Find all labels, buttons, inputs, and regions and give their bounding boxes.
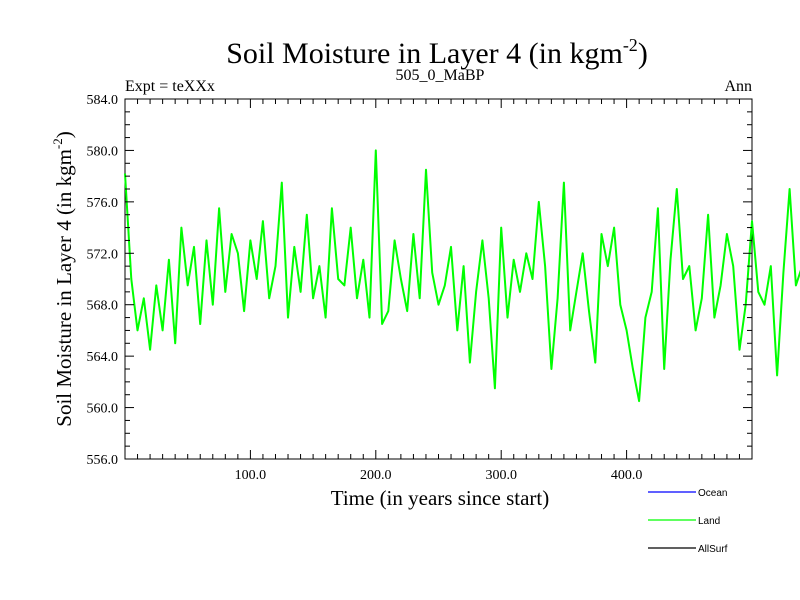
season-label: Ann bbox=[724, 78, 752, 95]
y-tick-label: 572.0 bbox=[87, 247, 119, 262]
legend-label-land: Land bbox=[698, 516, 720, 527]
legend: Ocean Land AllSurf bbox=[648, 488, 728, 555]
experiment-label: Expt = teXXx bbox=[125, 78, 215, 95]
plot-area bbox=[124, 98, 753, 460]
y-tick-label: 560.0 bbox=[87, 402, 119, 417]
x-axis: 100.0 200.0 300.0 400.0 bbox=[137, 99, 740, 483]
chart-title: Soil Moisture in Layer 4 (in kgm-2) bbox=[226, 35, 648, 70]
y-tick-label: 580.0 bbox=[87, 144, 119, 159]
y-tick-label: 576.0 bbox=[87, 196, 119, 211]
x-tick-label: 100.0 bbox=[235, 468, 267, 483]
legend-label-ocean: Ocean bbox=[698, 488, 727, 499]
x-tick-label: 400.0 bbox=[611, 468, 643, 483]
y-axis: 556.0 560.0 564.0 568.0 572.0 576.0 580.0 584.0 bbox=[87, 93, 752, 468]
chart-title-superscript: -2 bbox=[623, 35, 638, 55]
period-label: 505_0_MaBP bbox=[396, 67, 485, 84]
x-tick-label: 200.0 bbox=[360, 468, 392, 483]
land-series-line bbox=[124, 149, 800, 403]
legend-label-allsurf: AllSurf bbox=[698, 544, 728, 555]
x-tick-label: 300.0 bbox=[485, 468, 517, 483]
y-tick-label: 568.0 bbox=[87, 299, 119, 314]
y-axis-label: Soil Moisture in Layer 4 (in kgm-2) bbox=[50, 131, 76, 426]
y-tick-label: 584.0 bbox=[87, 93, 119, 108]
y-tick-label: 556.0 bbox=[87, 453, 119, 468]
y-tick-label: 564.0 bbox=[87, 350, 119, 365]
x-axis-label: Time (in years since start) bbox=[331, 486, 550, 510]
y-axis-label-superscript: -2 bbox=[50, 138, 65, 149]
